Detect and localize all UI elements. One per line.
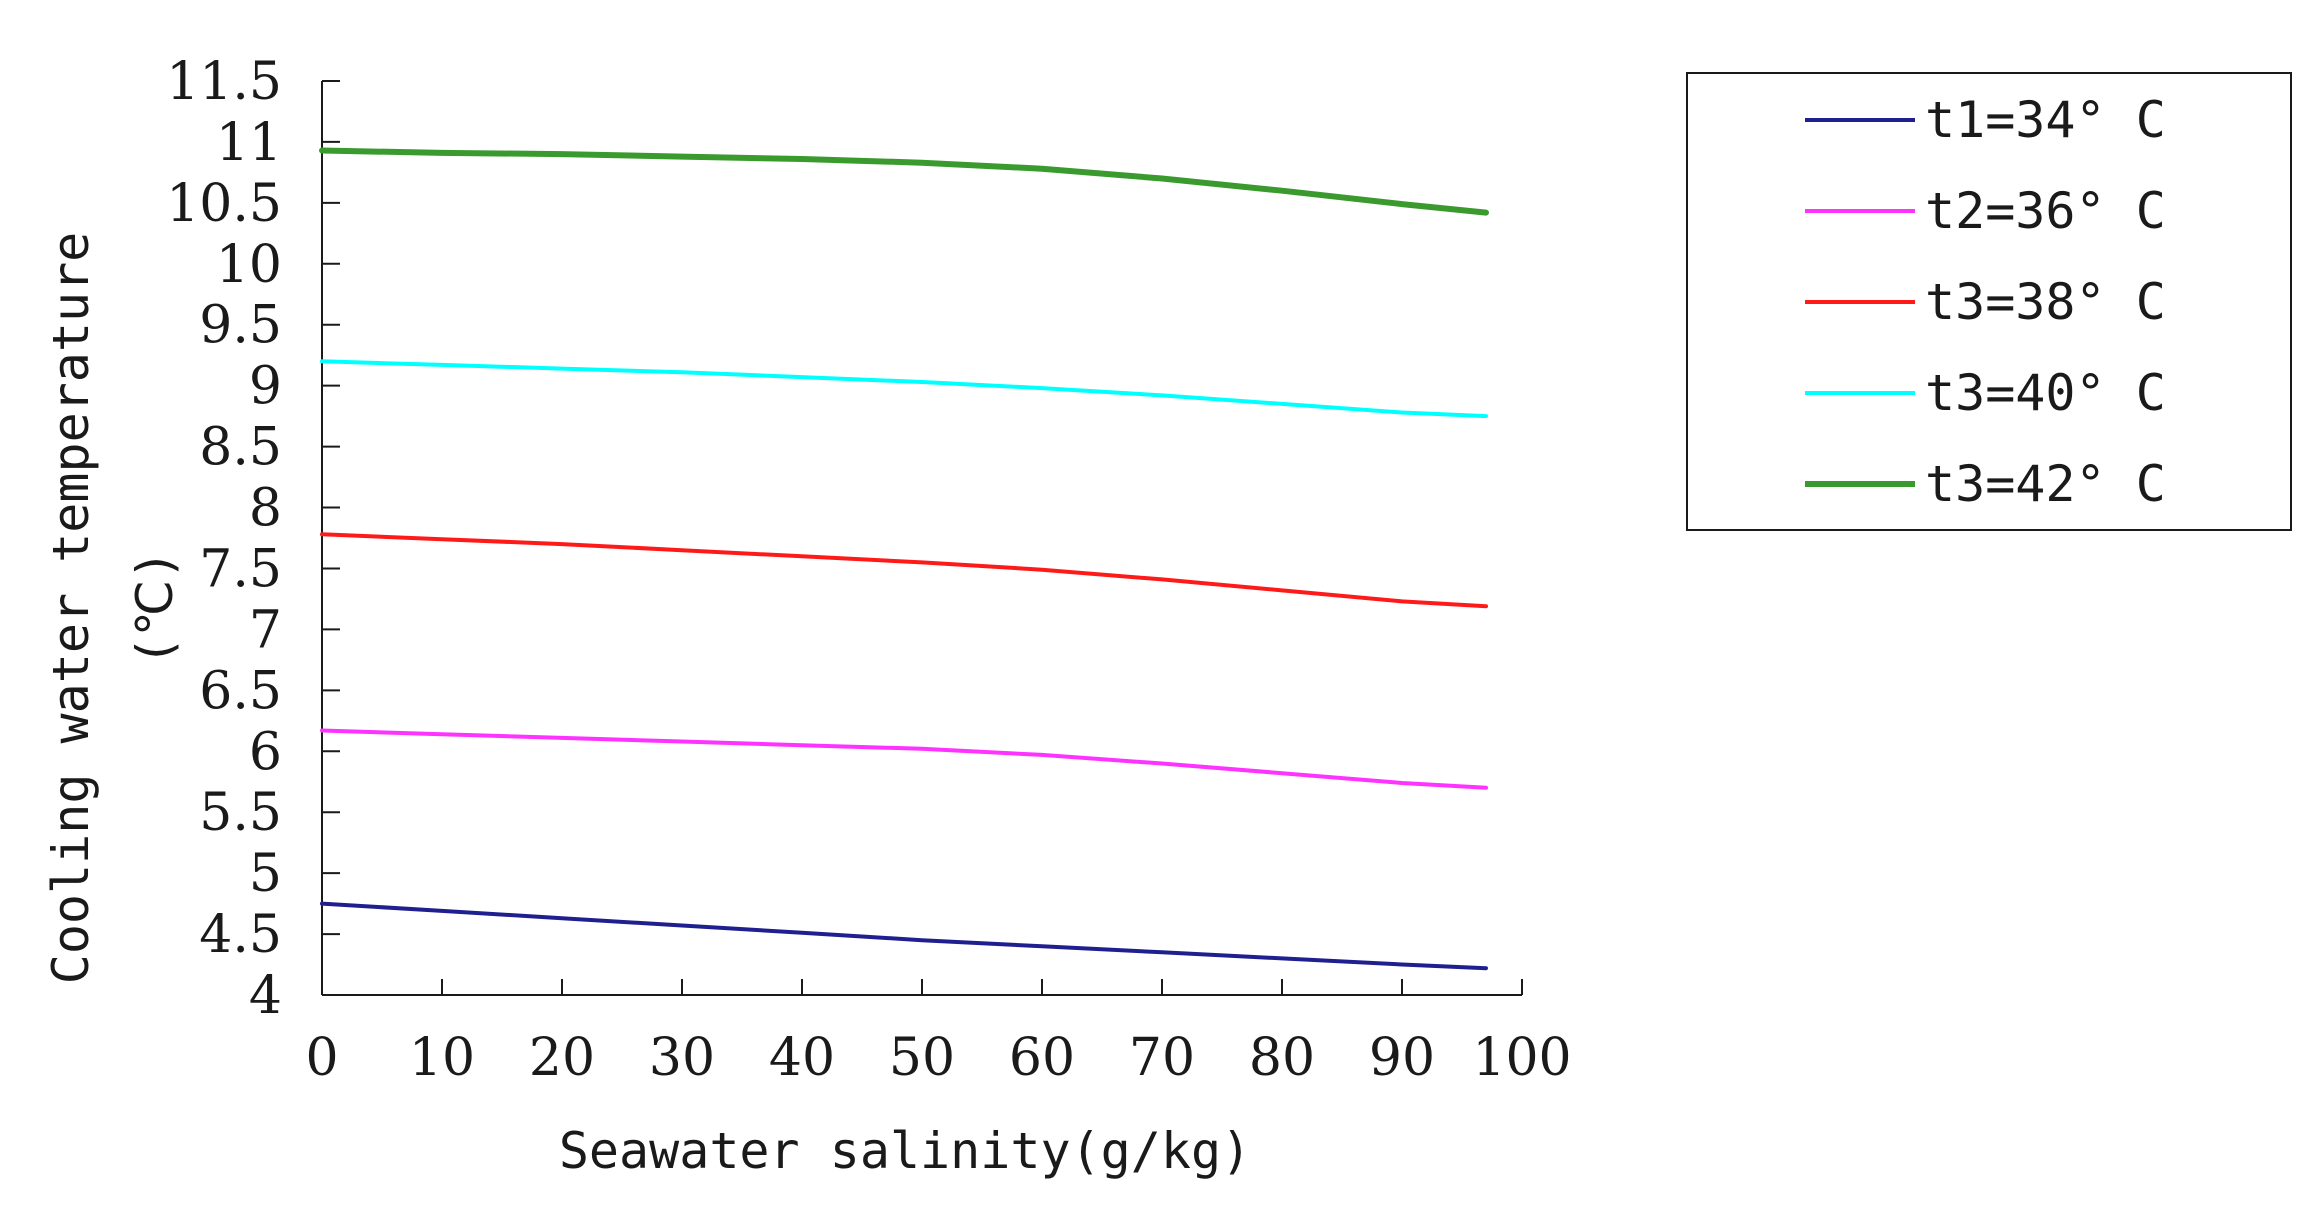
y-tick-label: 6	[249, 722, 282, 782]
x-tick-label: 60	[1009, 1028, 1075, 1088]
y-tick-label: 10.5	[166, 174, 282, 234]
x-tick-label: 0	[305, 1028, 338, 1088]
y-tick-label: 5.5	[199, 783, 282, 843]
x-tick-label: 90	[1369, 1028, 1435, 1088]
y-tick-label: 8	[249, 479, 282, 539]
x-tick-label: 70	[1129, 1028, 1195, 1088]
x-axis: 0 10 20 30 40 50 60 70 80 90 100	[305, 979, 1572, 1088]
y-tick-label: 5	[249, 844, 282, 904]
y-tick-label: 6.5	[199, 661, 282, 721]
x-tick-label: 100	[1472, 1028, 1571, 1088]
legend-label: t1=34° C	[1925, 91, 2166, 149]
series-lines	[319, 147, 1489, 971]
legend-entries: t1=34° C t2=36° C t3=38° C t3=40° C t3=42° C	[1805, 91, 2166, 513]
legend-box	[1686, 72, 2292, 531]
y-tick-label: 4	[249, 966, 282, 1026]
y-tick-label: 7.5	[199, 539, 282, 599]
y-tick-label: 8.5	[199, 418, 282, 478]
y-tick-label: 9.5	[199, 296, 282, 356]
x-tick-label: 10	[409, 1028, 475, 1088]
y-tick-label: 9	[249, 357, 282, 417]
x-axis-title: Seawater salinity(g/kg)	[559, 1122, 1251, 1180]
series-line	[320, 359, 1488, 419]
y-tick-label: 4.5	[199, 905, 282, 965]
y-axis-title-line1: Cooling water temperature	[42, 232, 100, 985]
legend: t1=34° C t2=36° C t3=38° C t3=40° C t3=42° C	[1686, 72, 2292, 531]
x-tick-label: 40	[769, 1028, 835, 1088]
y-tick-label: 10	[216, 235, 282, 295]
series-line	[320, 901, 1488, 971]
x-tick-label: 30	[649, 1028, 715, 1088]
x-tick-label: 80	[1249, 1028, 1315, 1088]
y-tick-label: 11.5	[166, 52, 282, 112]
series-line	[320, 532, 1488, 609]
legend-label: t3=42° C	[1925, 455, 2166, 513]
legend-label: t2=36° C	[1925, 182, 2166, 240]
y-axis-title: Cooling water temperature (℃)	[42, 232, 184, 985]
y-tick-label: 11	[216, 113, 282, 173]
series-line	[319, 147, 1489, 216]
legend-label: t3=40° C	[1925, 364, 2166, 422]
x-tick-label: 50	[889, 1028, 955, 1088]
y-tick-label: 7	[249, 600, 282, 660]
x-tick-label: 20	[529, 1028, 595, 1088]
series-line	[320, 728, 1488, 790]
legend-label: t3=38° C	[1925, 273, 2166, 331]
y-axis-title-line2: (℃)	[126, 550, 184, 666]
